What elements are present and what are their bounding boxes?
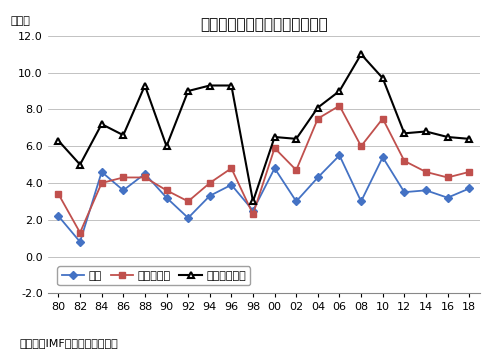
新興国全体 — [401, 159, 407, 163]
アジア新興国 — [401, 131, 407, 136]
アジア新興国 — [99, 122, 104, 126]
アジア新興国 — [250, 199, 256, 203]
アジア新興国 — [163, 144, 169, 148]
Line: 新興国全体: 新興国全体 — [55, 103, 472, 235]
新興国全体 — [120, 175, 126, 180]
新興国全体 — [163, 188, 169, 193]
アジア新興国 — [120, 133, 126, 137]
世界 — [77, 240, 83, 244]
新興国全体 — [55, 192, 61, 196]
世界 — [120, 188, 126, 193]
アジア新興国 — [228, 83, 234, 88]
アジア新興国 — [293, 137, 299, 141]
新興国全体 — [207, 181, 213, 185]
新興国全体 — [272, 146, 278, 150]
アジア新興国 — [337, 89, 343, 93]
世界 — [358, 199, 364, 203]
世界 — [445, 196, 450, 200]
アジア新興国 — [142, 83, 148, 88]
世界 — [337, 153, 343, 157]
世界 — [423, 188, 429, 193]
アジア新興国 — [423, 130, 429, 134]
新興国全体 — [423, 170, 429, 174]
世界 — [55, 214, 61, 218]
アジア新興国 — [55, 139, 61, 143]
新興国全体 — [250, 212, 256, 216]
新興国全体 — [445, 175, 450, 180]
新興国全体 — [185, 199, 191, 203]
Text: （出所）IMFより大和総研作成: （出所）IMFより大和総研作成 — [20, 339, 118, 348]
世界 — [142, 172, 148, 176]
Legend: 世界, 新興国全体, アジア新興国: 世界, 新興国全体, アジア新興国 — [57, 266, 250, 285]
世界 — [163, 196, 169, 200]
新興国全体 — [466, 170, 472, 174]
アジア新興国 — [466, 137, 472, 141]
世界 — [272, 166, 278, 170]
新興国全体 — [142, 175, 148, 180]
世界 — [466, 187, 472, 191]
新興国全体 — [228, 166, 234, 170]
Text: （％）: （％） — [11, 15, 31, 26]
世界 — [380, 155, 386, 159]
世界 — [315, 175, 321, 180]
新興国全体 — [315, 117, 321, 121]
世界 — [99, 170, 104, 174]
Title: 世界・新興国・アジアの成長率: 世界・新興国・アジアの成長率 — [200, 17, 328, 32]
世界 — [250, 208, 256, 213]
新興国全体 — [99, 181, 104, 185]
Line: 世界: 世界 — [55, 153, 472, 245]
アジア新興国 — [272, 135, 278, 139]
新興国全体 — [380, 117, 386, 121]
新興国全体 — [337, 103, 343, 108]
世界 — [207, 194, 213, 198]
新興国全体 — [293, 168, 299, 172]
世界 — [185, 216, 191, 220]
新興国全体 — [77, 231, 83, 235]
世界 — [401, 190, 407, 194]
新興国全体 — [358, 144, 364, 148]
アジア新興国 — [315, 106, 321, 110]
アジア新興国 — [185, 89, 191, 93]
アジア新興国 — [445, 135, 450, 139]
Line: アジア新興国: アジア新興国 — [55, 51, 473, 205]
アジア新興国 — [358, 52, 364, 56]
世界 — [228, 183, 234, 187]
アジア新興国 — [77, 163, 83, 167]
アジア新興国 — [380, 76, 386, 80]
世界 — [293, 199, 299, 203]
アジア新興国 — [207, 83, 213, 88]
